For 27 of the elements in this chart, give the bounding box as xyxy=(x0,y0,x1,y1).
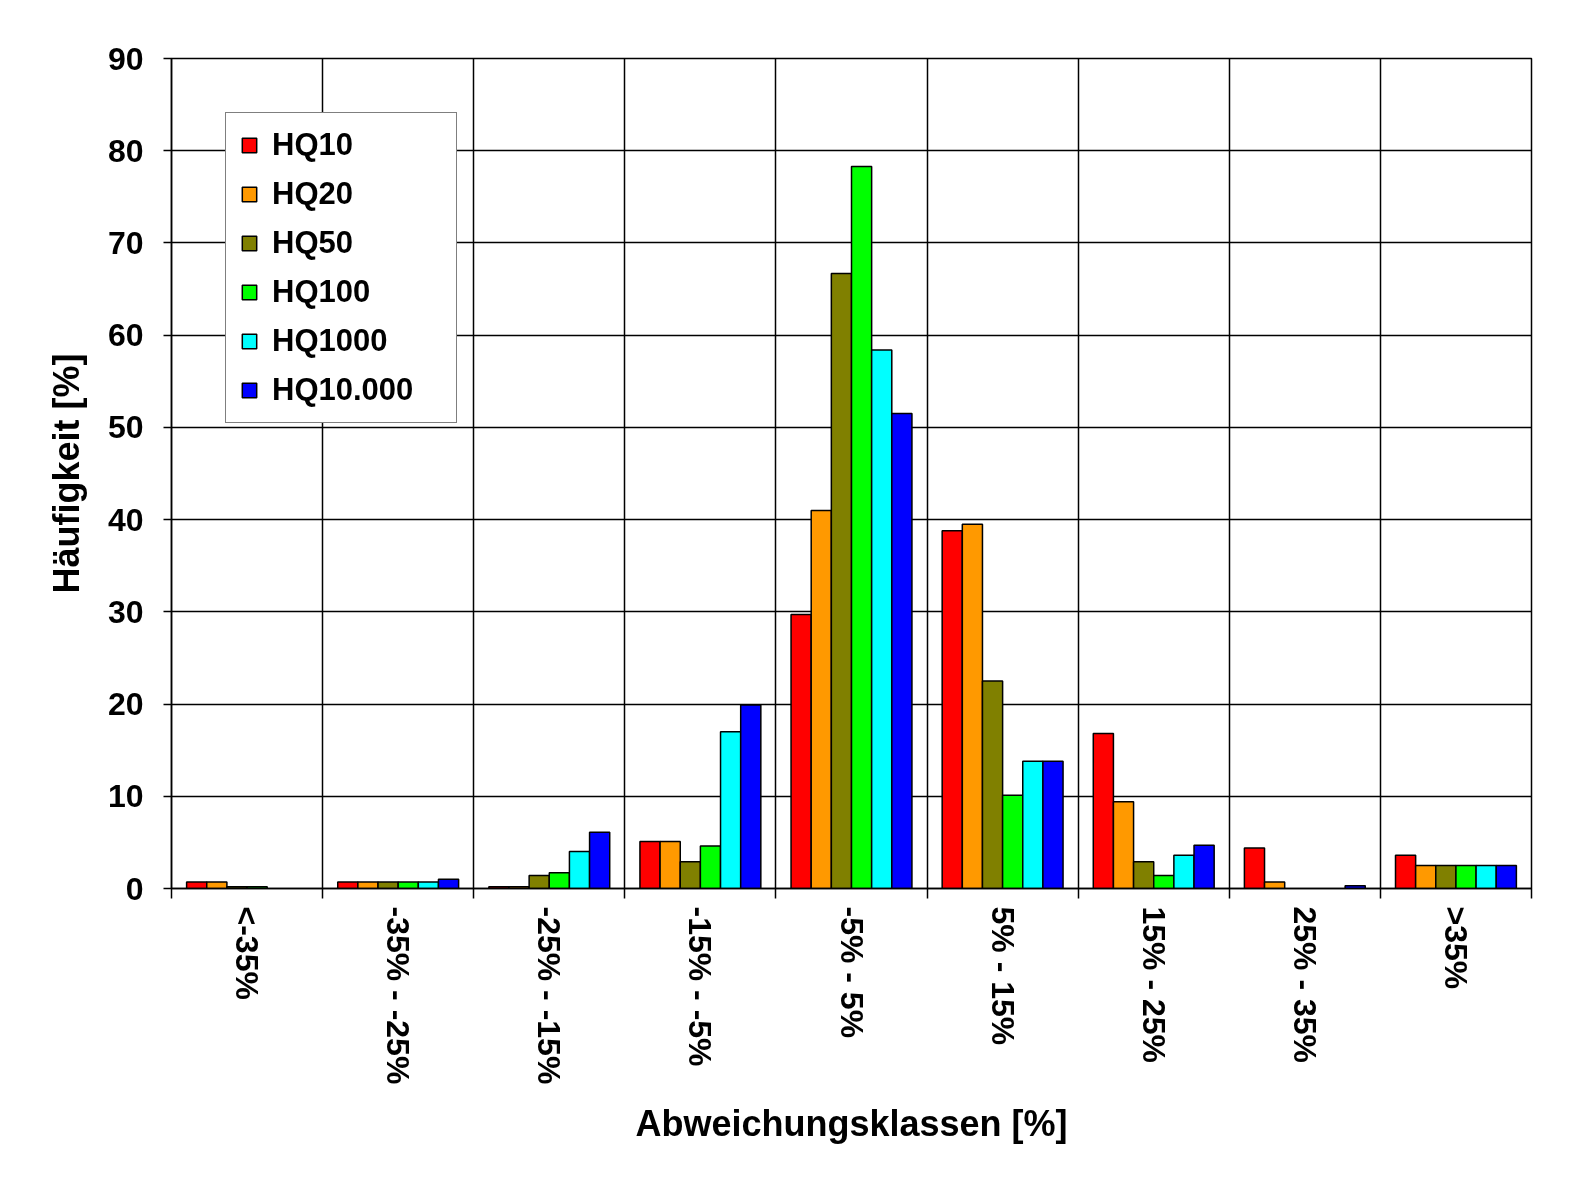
x-tick-label: -25% - -15% xyxy=(531,906,568,1085)
legend-label: HQ10.000 xyxy=(272,372,415,408)
y-tick-label: 90 xyxy=(107,40,144,77)
legend-label: HQ20 xyxy=(272,176,354,212)
legend-label: HQ100 xyxy=(272,274,372,310)
x-tick-label: -15% - -5% xyxy=(682,906,719,1067)
x-tick-label: -5% - 5% xyxy=(833,906,870,1039)
x-tick-label: -35% - -25% xyxy=(380,906,417,1085)
y-tick-label: 50 xyxy=(107,409,144,446)
y-tick-label: 60 xyxy=(107,317,144,354)
x-tick-label: >35% xyxy=(1437,906,1474,990)
y-tick-label: 80 xyxy=(107,132,144,169)
x-tick-label: 25% - 35% xyxy=(1286,906,1323,1064)
y-axis-title: Häufigkeit [%] xyxy=(45,353,87,594)
x-tick-label: <-35% xyxy=(229,906,266,1000)
x-tick-label: 15% - 25% xyxy=(1135,906,1172,1064)
y-tick-label: 20 xyxy=(107,686,144,723)
legend-label: HQ50 xyxy=(272,225,354,261)
x-axis-title: Abweichungsklassen [%] xyxy=(635,1103,1068,1145)
legend-label: HQ1000 xyxy=(272,323,389,359)
y-tick-label: 40 xyxy=(107,501,144,538)
x-tick-label: 5% - 15% xyxy=(984,906,1021,1046)
y-tick-label: 0 xyxy=(125,870,144,907)
y-tick-label: 30 xyxy=(107,593,144,630)
legend-label: HQ10 xyxy=(272,127,354,163)
y-tick-label: 70 xyxy=(107,224,144,261)
y-tick-label: 10 xyxy=(107,778,144,815)
